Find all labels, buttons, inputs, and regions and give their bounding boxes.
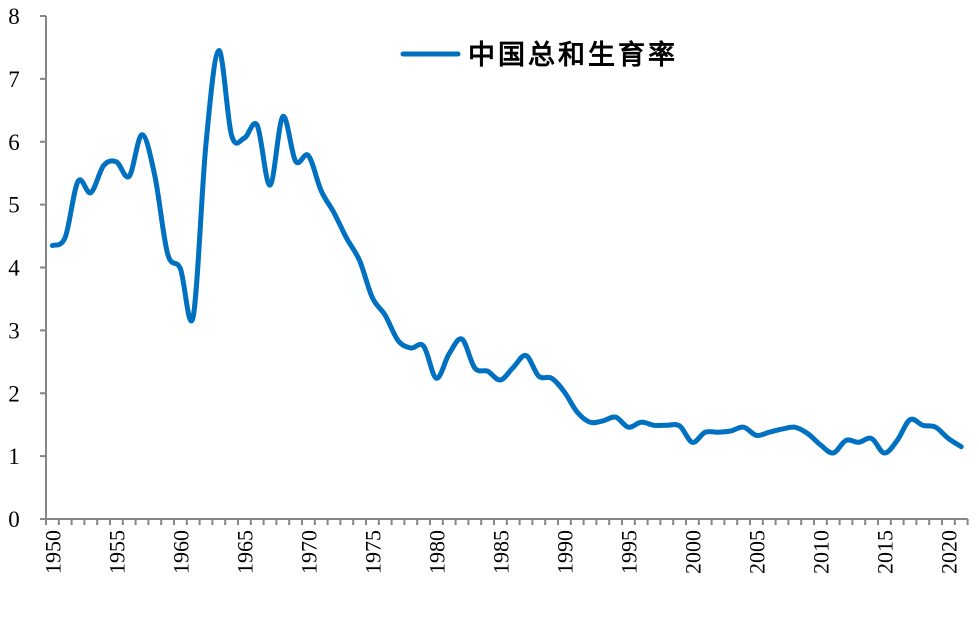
x-tick-label: 1975 bbox=[360, 530, 385, 574]
x-tick-label: 1960 bbox=[168, 530, 193, 574]
x-tick-label: 2005 bbox=[744, 530, 769, 574]
y-tick-label: 2 bbox=[8, 381, 20, 406]
x-tick-label: 2000 bbox=[680, 530, 705, 574]
x-tick-label: 1990 bbox=[552, 530, 577, 574]
x-tick-label: 2015 bbox=[872, 530, 897, 574]
y-tick-label: 0 bbox=[8, 507, 20, 532]
x-tick-label: 1980 bbox=[424, 530, 449, 574]
y-tick-label: 5 bbox=[8, 193, 20, 218]
x-axis: 1950 1955 1960 1965 1970 1975 1980 1985 1990 1995… bbox=[40, 518, 969, 574]
y-tick-label: 4 bbox=[8, 256, 20, 281]
x-tick-label: 1995 bbox=[616, 530, 641, 574]
x-tick-label: 2010 bbox=[808, 530, 833, 574]
x-tick-label: 1970 bbox=[296, 530, 321, 574]
x-tick-label: 1965 bbox=[232, 530, 257, 574]
x-tick-label: 1955 bbox=[104, 530, 129, 574]
x-tick-label: 2020 bbox=[936, 530, 961, 574]
series-line-fertility-rate bbox=[49, 48, 964, 456]
y-axis: 0 1 2 3 4 5 6 7 8 bbox=[8, 4, 47, 532]
y-tick-label: 7 bbox=[8, 67, 20, 92]
y-tick-label: 8 bbox=[8, 4, 20, 29]
y-tick-label: 6 bbox=[8, 130, 20, 155]
y-tick-label: 1 bbox=[8, 444, 20, 469]
x-tick-label: 1985 bbox=[488, 530, 513, 574]
y-tick-label: 3 bbox=[8, 318, 20, 343]
x-tick-label: 1950 bbox=[40, 530, 65, 574]
legend: 中国总和生育率 bbox=[400, 39, 678, 71]
legend-label: 中国总和生育率 bbox=[468, 39, 678, 71]
